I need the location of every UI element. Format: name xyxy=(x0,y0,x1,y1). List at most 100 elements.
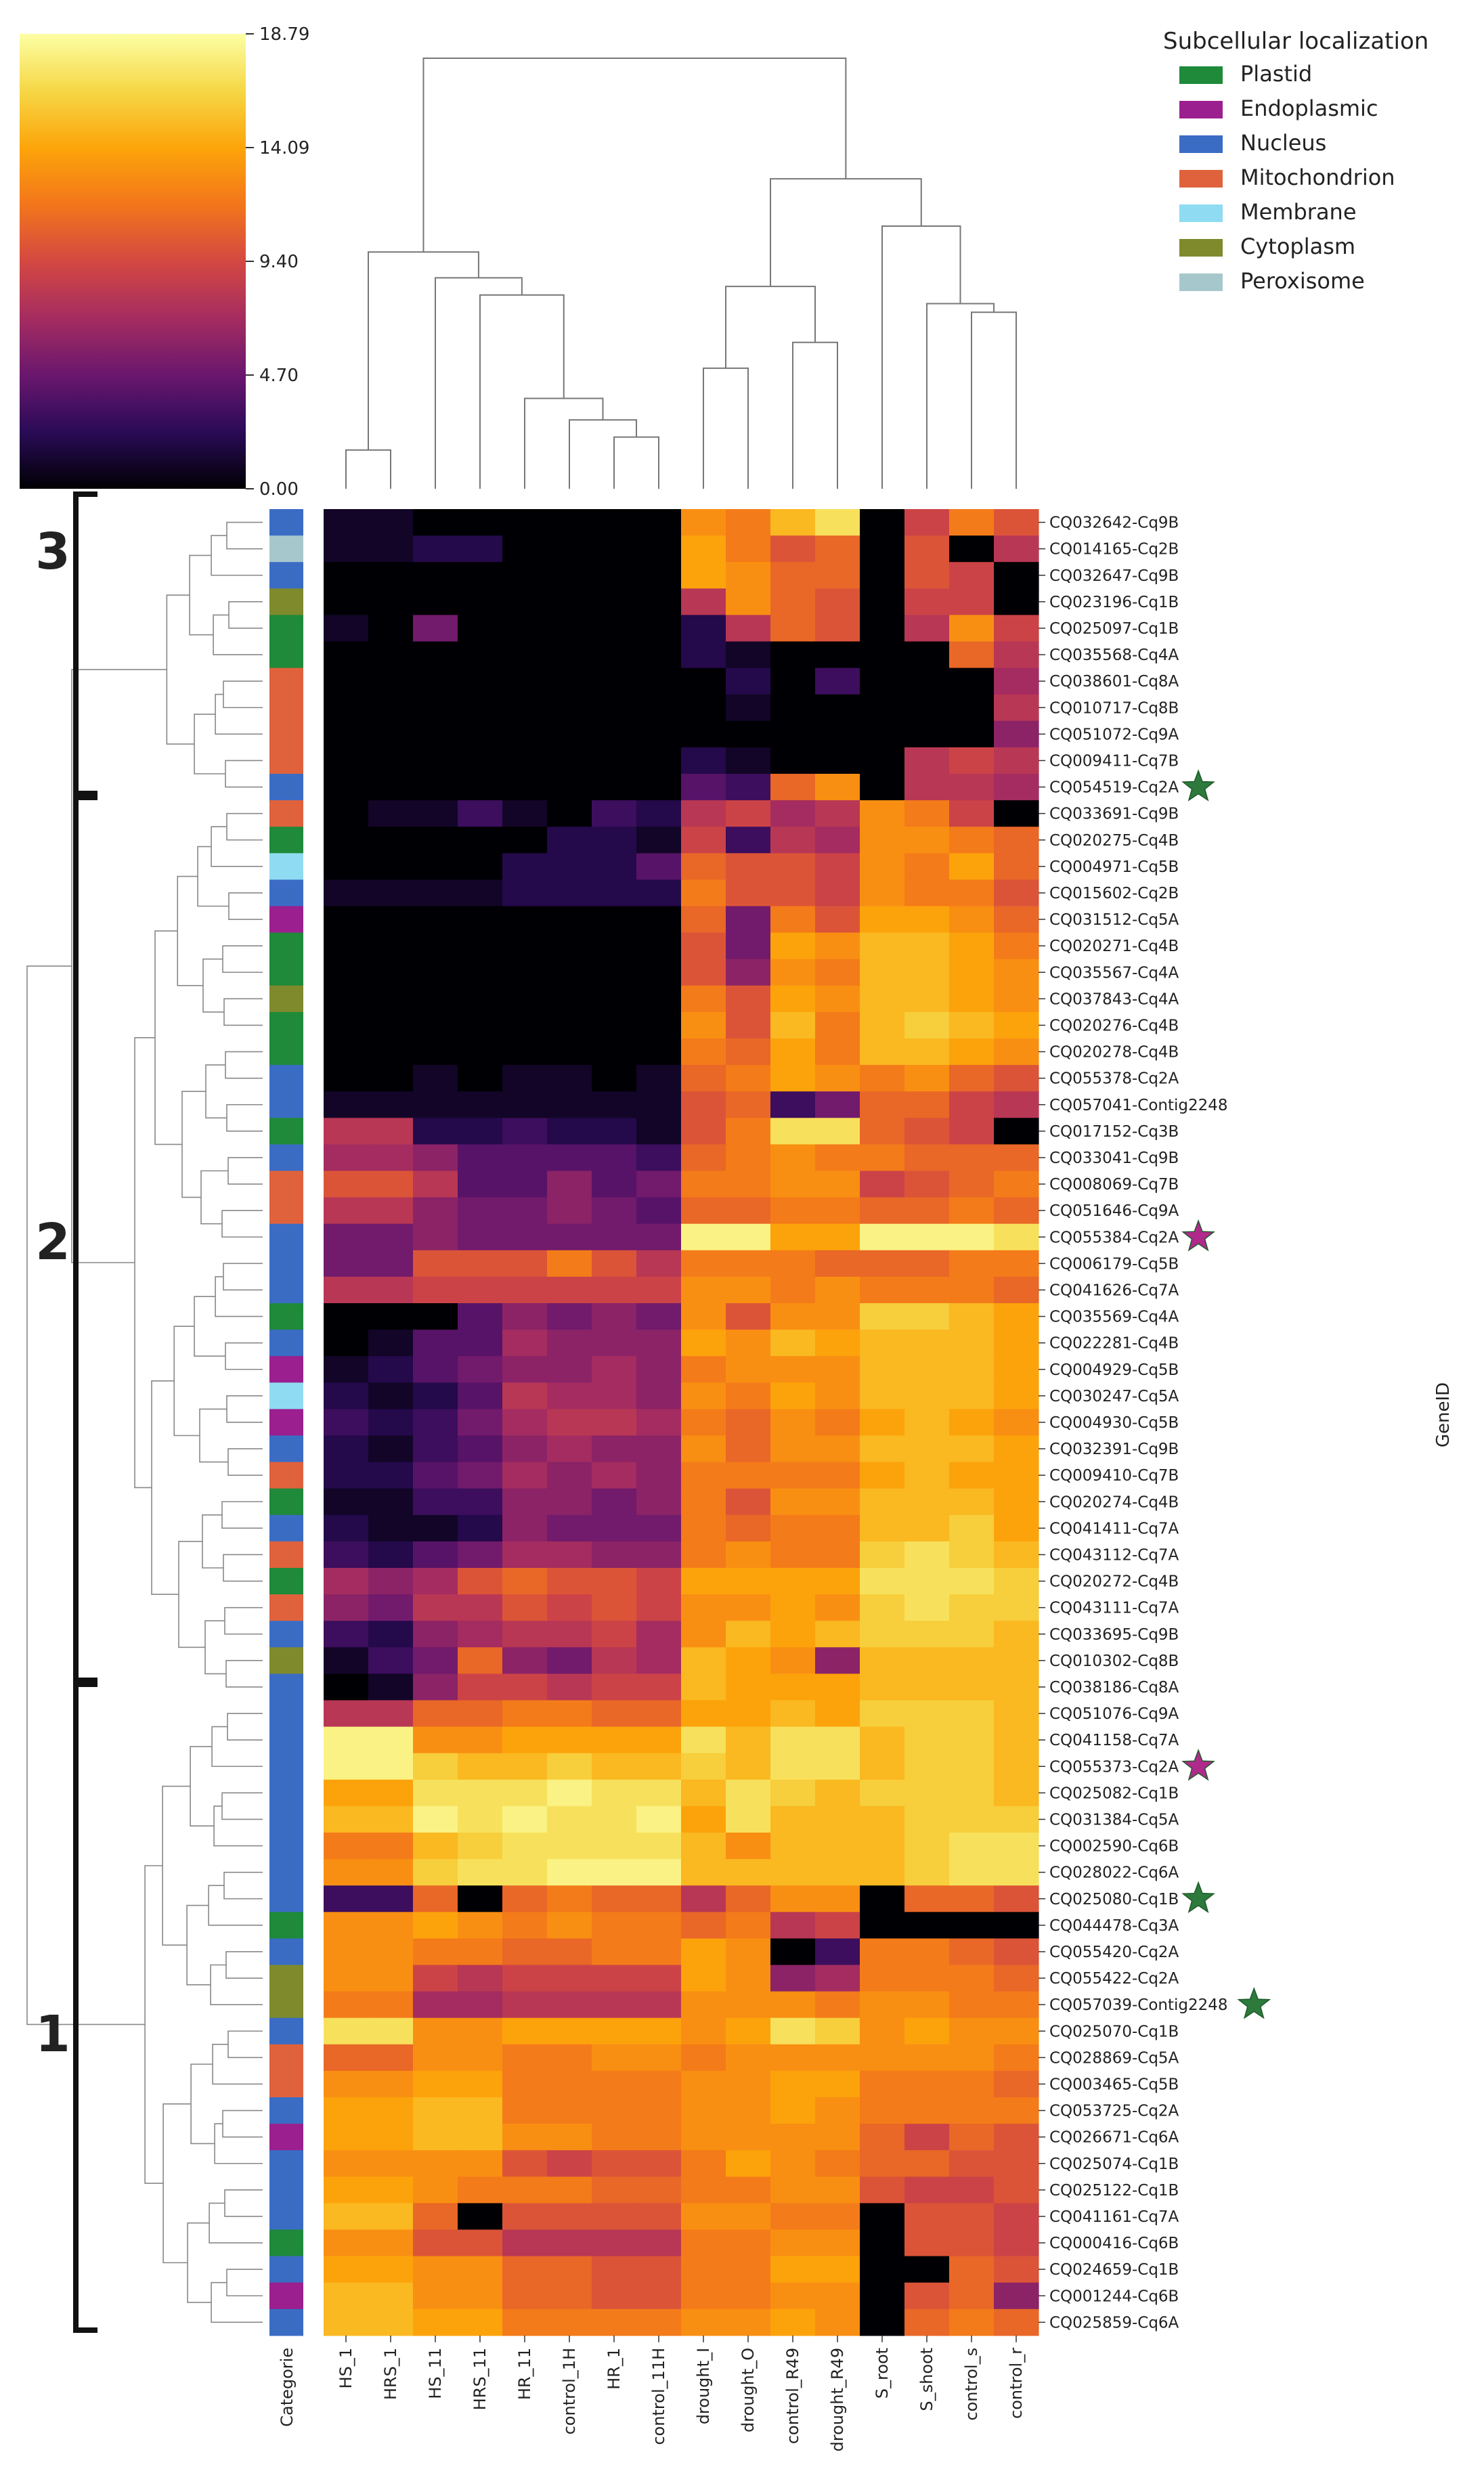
heatmap-cell xyxy=(860,1938,905,1966)
heatmap-cell xyxy=(994,720,1039,748)
heatmap-cell xyxy=(636,2124,682,2151)
heatmap-cell xyxy=(547,2097,592,2124)
heatmap-cell xyxy=(636,1753,682,1780)
heatmap-cell xyxy=(681,1118,726,1145)
heatmap-cell xyxy=(413,1568,458,1595)
row-dendrogram-link xyxy=(226,812,263,841)
heatmap-cell xyxy=(949,827,995,854)
row-dendrogram-link xyxy=(194,714,225,774)
heatmap-cell xyxy=(770,1330,816,1357)
heatmap-cell xyxy=(994,1091,1039,1118)
heatmap-cell xyxy=(502,1435,548,1463)
heatmap-cell xyxy=(413,1250,458,1277)
heatmap-cell xyxy=(324,1144,369,1172)
row-dendrogram-link xyxy=(71,669,167,1263)
heatmap-cell xyxy=(860,1673,905,1701)
heatmap-cell xyxy=(413,2017,458,2045)
heatmap-cell xyxy=(994,2044,1039,2072)
heatmap-cell xyxy=(726,985,771,1013)
heatmap-cell xyxy=(994,2256,1039,2283)
heatmap-cell xyxy=(368,1568,414,1595)
heatmap-cell xyxy=(547,1647,592,1674)
heatmap-cell xyxy=(949,906,995,934)
row-dendrogram-link xyxy=(227,1448,263,1476)
heatmap-cell xyxy=(547,1753,592,1780)
heatmap-cell xyxy=(413,2282,458,2310)
heatmap-cell xyxy=(770,2256,816,2283)
heatmap-cell xyxy=(324,1912,369,1939)
row-label: CQ020271-Cq4B xyxy=(1049,938,1179,955)
heatmap-cell xyxy=(994,1276,1039,1304)
heatmap-cell xyxy=(547,1885,592,1912)
heatmap-cell xyxy=(368,1197,414,1225)
heatmap-cell xyxy=(994,932,1039,960)
heatmap-cell xyxy=(815,2203,860,2231)
heatmap-cell xyxy=(636,1726,682,1754)
heatmap-cell xyxy=(324,1435,369,1463)
row-label: CQ041158-Cq7A xyxy=(1049,1732,1179,1749)
heatmap-cell xyxy=(770,2017,816,2045)
heatmap-cell xyxy=(458,509,503,536)
heatmap-cell xyxy=(904,1885,950,1912)
column-dendrogram-link xyxy=(345,449,391,489)
heatmap-cell xyxy=(368,1065,414,1092)
heatmap-cell xyxy=(413,747,458,774)
heatmap-cell xyxy=(547,2070,592,2098)
heatmap-cell xyxy=(815,641,860,669)
heatmap-cell xyxy=(815,2150,860,2177)
row-dendrogram-link xyxy=(181,1091,206,1198)
heatmap-cell xyxy=(413,694,458,722)
column-dendrogram-link xyxy=(569,419,637,489)
heatmap-cell xyxy=(592,1488,637,1516)
heatmap-cell xyxy=(815,1594,860,1621)
heatmap-cell xyxy=(413,2229,458,2257)
row-label: CQ010717-Cq8B xyxy=(1049,699,1179,717)
heatmap-cell xyxy=(502,1833,548,1860)
heatmap-cell xyxy=(681,1462,726,1489)
heatmap-cell xyxy=(413,906,458,934)
heatmap-cell xyxy=(860,1514,905,1542)
heatmap-cell xyxy=(770,1197,816,1225)
heatmap-cell xyxy=(770,1488,816,1516)
heatmap-cell xyxy=(502,906,548,934)
heatmap-cell xyxy=(458,800,503,827)
heatmap-cell xyxy=(994,2097,1039,2124)
heatmap-cell xyxy=(904,1038,950,1066)
column-label: drought_R49 xyxy=(828,2348,847,2452)
heatmap-cell xyxy=(636,1038,682,1066)
row-dendrogram-link xyxy=(225,1660,263,1688)
heatmap-cell xyxy=(860,1568,905,1595)
heatmap-cell xyxy=(860,1144,905,1172)
heatmap-cell xyxy=(726,1170,771,1198)
heatmap-cell xyxy=(636,615,682,642)
heatmap-cell xyxy=(547,959,592,986)
heatmap-cell xyxy=(860,2308,905,2336)
row-label: CQ032642-Cq9B xyxy=(1049,515,1179,532)
heatmap-cell xyxy=(904,1726,950,1754)
heatmap-cell xyxy=(681,879,726,907)
row-label: CQ026671-Cq6A xyxy=(1049,2129,1179,2147)
heatmap-cell xyxy=(815,774,860,801)
heatmap-cell xyxy=(949,1250,995,1277)
heatmap-cell xyxy=(592,1091,637,1118)
heatmap-cell xyxy=(547,1726,592,1754)
row-dendrogram-link xyxy=(190,2063,215,2145)
heatmap-cell xyxy=(324,1779,369,1807)
heatmap-cell xyxy=(458,1541,503,1569)
category-cell xyxy=(269,1726,303,1754)
heatmap-cell xyxy=(949,535,995,563)
heatmap-cell xyxy=(458,1859,503,1886)
heatmap-cell xyxy=(681,2097,726,2124)
heatmap-cell xyxy=(502,1779,548,1807)
heatmap-cell xyxy=(860,1965,905,1992)
row-dendrogram-link xyxy=(199,1408,228,1463)
heatmap-cell xyxy=(368,509,414,536)
heatmap-cell xyxy=(904,1382,950,1409)
heatmap-cell xyxy=(770,2176,816,2204)
heatmap-cell xyxy=(368,1011,414,1039)
heatmap-cell xyxy=(994,1065,1039,1092)
heatmap-cell xyxy=(994,1170,1039,1198)
heatmap-cell xyxy=(770,1753,816,1780)
heatmap-cell xyxy=(413,1673,458,1701)
row-dendrogram xyxy=(26,521,263,2323)
